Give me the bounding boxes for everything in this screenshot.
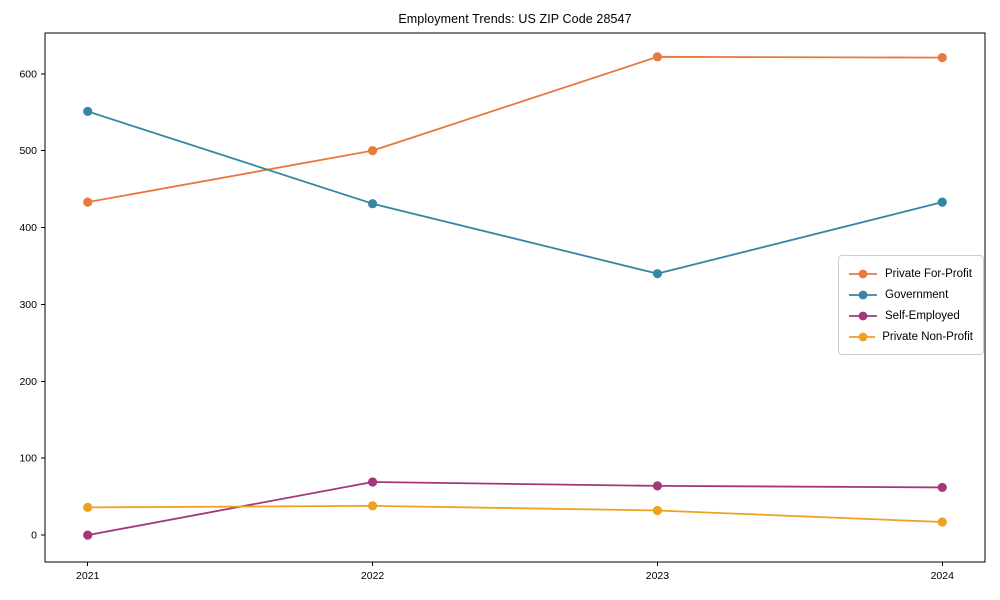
y-axis-tick-label: 400 — [19, 222, 37, 234]
legend-item-label: Private For-Profit — [885, 267, 972, 280]
x-axis-tick-label: 2021 — [76, 570, 100, 582]
y-axis-tick-label: 0 — [31, 530, 37, 542]
y-axis-tick-label: 300 — [19, 299, 37, 311]
data-point-marker — [367, 199, 378, 209]
data-point-marker — [367, 146, 378, 156]
legend-marker-icon — [849, 332, 876, 341]
legend: Private For-Profit Government Self-Employe… — [838, 255, 984, 355]
series-line — [86, 55, 944, 204]
x-axis-tick-label: 2023 — [646, 570, 670, 582]
data-point-marker — [652, 481, 663, 491]
data-point-marker — [937, 197, 947, 207]
data-point-marker — [83, 502, 93, 513]
data-point-marker — [652, 269, 663, 279]
data-point-marker — [652, 505, 663, 516]
y-axis-tick-label: 600 — [19, 68, 37, 80]
plot-border — [44, 32, 986, 563]
legend-item-label: Government — [885, 288, 949, 301]
y-axis-tick-label: 100 — [19, 453, 37, 465]
legend-item-label: Self-Employed — [885, 309, 960, 322]
y-axis-tick-label: 500 — [19, 145, 37, 157]
data-point-marker — [652, 52, 663, 62]
series-line — [86, 504, 944, 523]
data-point-marker — [367, 501, 378, 511]
data-point-marker — [367, 477, 378, 487]
x-axis-tick-label: 2024 — [931, 570, 955, 582]
data-point-marker — [83, 106, 93, 117]
data-point-marker — [83, 197, 93, 207]
legend-item: Private Non-Profit — [848, 326, 973, 347]
legend-item: Government — [848, 284, 973, 305]
legend-item: Private For-Profit — [848, 263, 973, 284]
series-line — [86, 110, 944, 275]
series-line — [86, 481, 944, 536]
legend-item-label: Private Non-Profit — [882, 330, 973, 343]
data-point-marker — [937, 482, 947, 493]
data-point-marker — [937, 517, 947, 527]
data-point-marker — [937, 53, 947, 63]
legend-marker-icon — [849, 311, 877, 320]
chart-title: Employment Trends: US ZIP Code 28547 — [398, 12, 632, 26]
legend-item: Self-Employed — [848, 305, 973, 326]
x-axis-tick-label: 2022 — [361, 570, 385, 582]
legend-marker-icon — [849, 290, 877, 299]
y-axis-tick-label: 200 — [19, 376, 37, 388]
data-point-marker — [83, 530, 93, 540]
legend-marker-icon — [849, 269, 877, 278]
